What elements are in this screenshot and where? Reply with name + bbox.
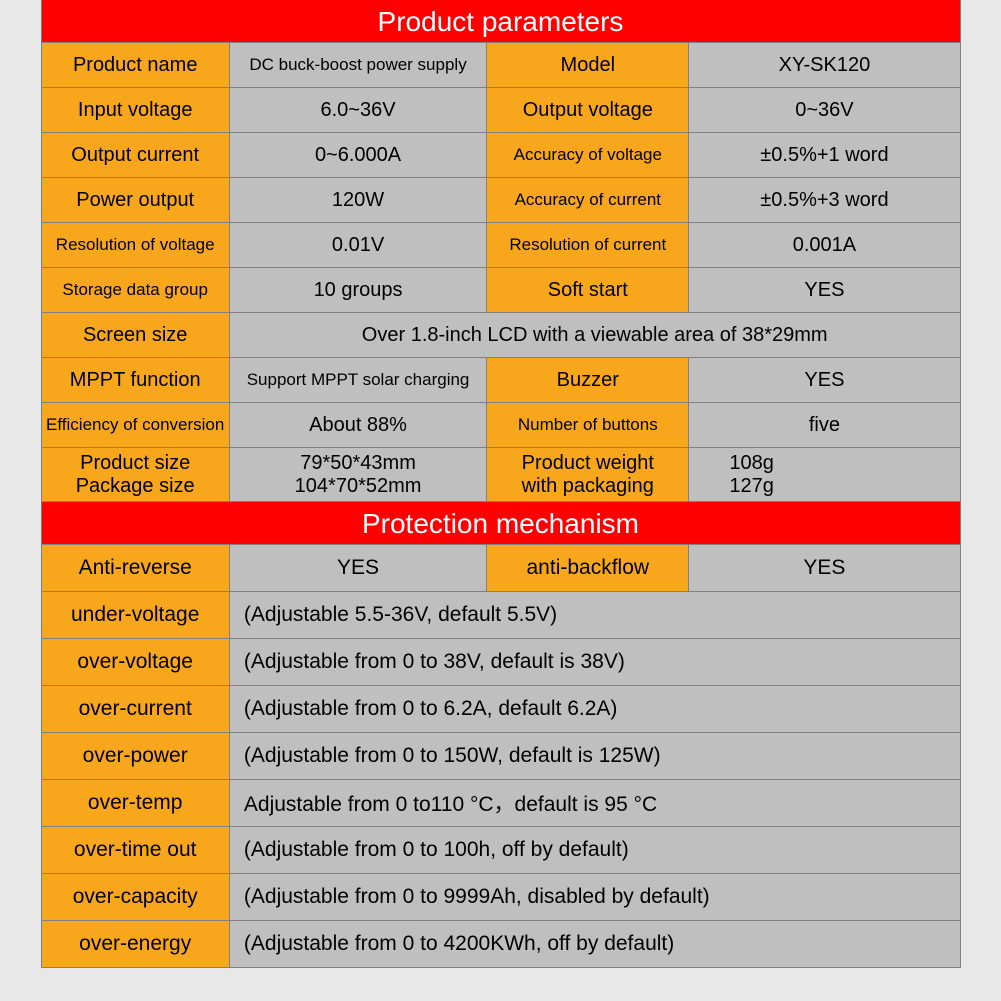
spec-sheet: Product parameters Product name DC buck-…: [41, 0, 961, 968]
label-voltage-accuracy: Accuracy of voltage: [487, 133, 689, 178]
value-power-output: 120W: [229, 178, 486, 223]
value-over-temp: Adjustable from 0 to110 °C，default is 95…: [229, 780, 960, 827]
value-screen-size: Over 1.8-inch LCD with a viewable area o…: [229, 313, 960, 358]
label-model: Model: [487, 43, 689, 88]
table-row: Output current 0~6.000A Accuracy of volt…: [41, 133, 960, 178]
value-over-capacity: (Adjustable from 0 to 9999Ah, disabled b…: [229, 874, 960, 921]
label-buzzer: Buzzer: [487, 358, 689, 403]
label-over-temp: over-temp: [41, 780, 229, 827]
label-current-resolution: Resolution of current: [487, 223, 689, 268]
table-row: Screen size Over 1.8-inch LCD with a vie…: [41, 313, 960, 358]
table-row: over-energy (Adjustable from 0 to 4200KW…: [41, 921, 960, 968]
value-over-time: (Adjustable from 0 to 100h, off by defau…: [229, 827, 960, 874]
label-product-name: Product name: [41, 43, 229, 88]
label-voltage-resolution: Resolution of voltage: [41, 223, 229, 268]
value-over-energy: (Adjustable from 0 to 4200KWh, off by de…: [229, 921, 960, 968]
value-efficiency: About 88%: [229, 403, 486, 448]
label-screen-size: Screen size: [41, 313, 229, 358]
value-output-current: 0~6.000A: [229, 133, 486, 178]
value-over-power: (Adjustable from 0 to 150W, default is 1…: [229, 733, 960, 780]
value-buzzer: YES: [689, 358, 960, 403]
value-storage-groups: 10 groups: [229, 268, 486, 313]
table-row: Product sizePackage size 79*50*43mm104*7…: [41, 448, 960, 502]
value-model: XY-SK120: [689, 43, 960, 88]
label-over-energy: over-energy: [41, 921, 229, 968]
value-size: 79*50*43mm104*70*52mm: [229, 448, 486, 502]
value-output-voltage: 0~36V: [689, 88, 960, 133]
label-over-capacity: over-capacity: [41, 874, 229, 921]
label-size: Product sizePackage size: [41, 448, 229, 502]
label-over-time: over-time out: [41, 827, 229, 874]
table-row: over-voltage (Adjustable from 0 to 38V, …: [41, 639, 960, 686]
label-current-accuracy: Accuracy of current: [487, 178, 689, 223]
table-row: Efficiency of conversion About 88% Numbe…: [41, 403, 960, 448]
value-voltage-accuracy: ±0.5%+1 word: [689, 133, 960, 178]
label-anti-backflow: anti-backflow: [487, 545, 689, 592]
value-voltage-resolution: 0.01V: [229, 223, 486, 268]
label-over-voltage: over-voltage: [41, 639, 229, 686]
label-anti-reverse: Anti-reverse: [41, 545, 229, 592]
table-row: Product name DC buck-boost power supply …: [41, 43, 960, 88]
label-soft-start: Soft start: [487, 268, 689, 313]
table-row: MPPT function Support MPPT solar chargin…: [41, 358, 960, 403]
value-input-voltage: 6.0~36V: [229, 88, 486, 133]
table-row: over-current (Adjustable from 0 to 6.2A,…: [41, 686, 960, 733]
label-power-output: Power output: [41, 178, 229, 223]
table-row: Storage data group 10 groups Soft start …: [41, 268, 960, 313]
table-row: over-power (Adjustable from 0 to 150W, d…: [41, 733, 960, 780]
table-row: under-voltage (Adjustable 5.5-36V, defau…: [41, 592, 960, 639]
value-under-voltage: (Adjustable 5.5-36V, default 5.5V): [229, 592, 960, 639]
label-under-voltage: under-voltage: [41, 592, 229, 639]
label-input-voltage: Input voltage: [41, 88, 229, 133]
table-row: Resolution of voltage 0.01V Resolution o…: [41, 223, 960, 268]
label-num-buttons: Number of buttons: [487, 403, 689, 448]
value-product-name: DC buck-boost power supply: [229, 43, 486, 88]
label-over-power: over-power: [41, 733, 229, 780]
value-anti-reverse: YES: [229, 545, 486, 592]
header-params: Product parameters: [41, 0, 961, 42]
label-mppt: MPPT function: [41, 358, 229, 403]
value-weight: 108g127g: [689, 448, 960, 502]
table-row: over-temp Adjustable from 0 to110 °C，def…: [41, 780, 960, 827]
value-soft-start: YES: [689, 268, 960, 313]
params-table: Product name DC buck-boost power supply …: [41, 42, 961, 502]
label-output-voltage: Output voltage: [487, 88, 689, 133]
table-row: Power output 120W Accuracy of current ±0…: [41, 178, 960, 223]
value-num-buttons: five: [689, 403, 960, 448]
value-current-resolution: 0.001A: [689, 223, 960, 268]
label-efficiency: Efficiency of conversion: [41, 403, 229, 448]
value-over-voltage: (Adjustable from 0 to 38V, default is 38…: [229, 639, 960, 686]
value-anti-backflow: YES: [689, 545, 960, 592]
label-weight: Product weightwith packaging: [487, 448, 689, 502]
label-output-current: Output current: [41, 133, 229, 178]
table-row: over-time out (Adjustable from 0 to 100h…: [41, 827, 960, 874]
value-current-accuracy: ±0.5%+3 word: [689, 178, 960, 223]
protection-table: Anti-reverse YES anti-backflow YES under…: [41, 544, 961, 968]
table-row: Input voltage 6.0~36V Output voltage 0~3…: [41, 88, 960, 133]
value-over-current: (Adjustable from 0 to 6.2A, default 6.2A…: [229, 686, 960, 733]
header-protection: Protection mechanism: [41, 502, 961, 544]
table-row: over-capacity (Adjustable from 0 to 9999…: [41, 874, 960, 921]
table-row: Anti-reverse YES anti-backflow YES: [41, 545, 960, 592]
label-storage-groups: Storage data group: [41, 268, 229, 313]
label-over-current: over-current: [41, 686, 229, 733]
value-mppt: Support MPPT solar charging: [229, 358, 486, 403]
